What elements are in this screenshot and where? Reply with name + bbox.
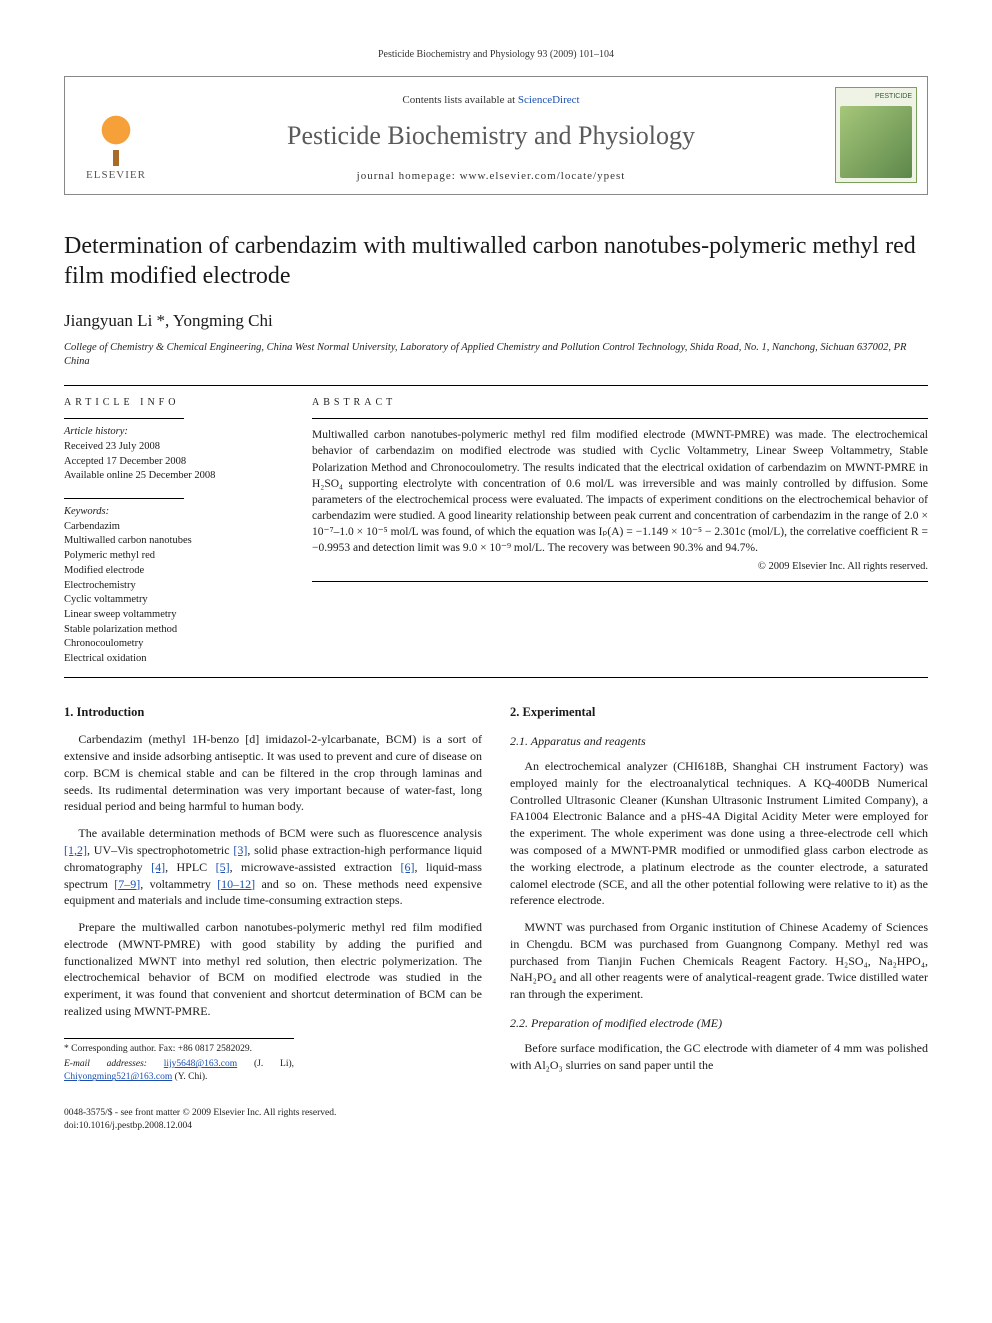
homepage-prefix: journal homepage: bbox=[357, 170, 460, 182]
citation-link[interactable]: [3] bbox=[233, 843, 247, 857]
homepage-url: www.elsevier.com/locate/ypest bbox=[460, 170, 626, 182]
divider bbox=[312, 581, 928, 582]
subsection-heading: 2.2. Preparation of modified electrode (… bbox=[510, 1015, 928, 1032]
paragraph: Carbendazim (methyl 1H-benzo [d] imidazo… bbox=[64, 731, 482, 815]
keyword: Polymeric methyl red bbox=[64, 549, 284, 564]
journal-name: Pesticide Biochemistry and Physiology bbox=[175, 118, 807, 154]
affiliation: College of Chemistry & Chemical Engineer… bbox=[64, 341, 928, 369]
keyword: Stable polarization method bbox=[64, 623, 284, 638]
footer: 0048-3575/$ - see front matter © 2009 El… bbox=[64, 1107, 928, 1134]
subsection-heading: 2.1. Apparatus and reagents bbox=[510, 733, 928, 750]
abstract-column: ABSTRACT Multiwalled carbon nanotubes-po… bbox=[312, 396, 928, 666]
citation-link[interactable]: [10–12] bbox=[217, 877, 255, 891]
text-run: , microwave-assisted extraction bbox=[230, 860, 401, 874]
abstract-text: Multiwalled carbon nanotubes-polymeric m… bbox=[312, 427, 928, 556]
running-head: Pesticide Biochemistry and Physiology 93… bbox=[64, 48, 928, 62]
cover-label: PESTICIDE bbox=[836, 88, 916, 102]
keyword: Modified electrode bbox=[64, 564, 284, 579]
email-link[interactable]: Chiyongming521@163.com bbox=[64, 1072, 172, 1082]
section-heading: 1. Introduction bbox=[64, 704, 482, 722]
corresponding-author-note: * Corresponding author. Fax: +86 0817 25… bbox=[64, 1043, 294, 1056]
divider bbox=[64, 385, 928, 386]
doi-line: doi:10.1016/j.pestbp.2008.12.004 bbox=[64, 1120, 928, 1133]
author-list: Jiangyuan Li *, Yongming Chi bbox=[64, 311, 273, 330]
citation-link[interactable]: [7–9] bbox=[114, 877, 140, 891]
emails-label: E-mail addresses: bbox=[64, 1059, 164, 1069]
keywords-list: Carbendazim Multiwalled carbon nanotubes… bbox=[64, 520, 284, 667]
homepage-line: journal homepage: www.elsevier.com/locat… bbox=[175, 169, 807, 184]
paragraph: Prepare the multiwalled carbon nanotubes… bbox=[64, 919, 482, 1020]
text-run: (Y. Chi). bbox=[172, 1072, 207, 1082]
contents-line: Contents lists available at ScienceDirec… bbox=[175, 93, 807, 108]
keyword: Linear sweep voltammetry bbox=[64, 608, 284, 623]
citation-link[interactable]: [4] bbox=[151, 860, 165, 874]
article-title: Determination of carbendazim with multiw… bbox=[64, 231, 928, 291]
abstract-label: ABSTRACT bbox=[312, 396, 928, 410]
journal-masthead: ELSEVIER PESTICIDE Contents lists availa… bbox=[64, 76, 928, 195]
keyword: Carbendazim bbox=[64, 520, 284, 535]
sciencedirect-link[interactable]: ScienceDirect bbox=[518, 94, 580, 106]
text-run: , voltammetry bbox=[140, 877, 217, 891]
paragraph: Before surface modification, the GC elec… bbox=[510, 1040, 928, 1074]
email-addresses: E-mail addresses: lijy5648@163.com (J. L… bbox=[64, 1058, 294, 1085]
citation-link[interactable]: [6] bbox=[401, 860, 415, 874]
text-run: The available determination methods of B… bbox=[78, 826, 482, 840]
section-heading: 2. Experimental bbox=[510, 704, 928, 722]
history-head: Article history: bbox=[64, 426, 128, 437]
text-run: (J. Li), bbox=[237, 1059, 294, 1069]
mini-divider bbox=[64, 418, 184, 419]
article-info-label: ARTICLE INFO bbox=[64, 396, 284, 410]
paragraph: MWNT was purchased from Organic institut… bbox=[510, 919, 928, 1003]
authors: Jiangyuan Li *, Yongming Chi bbox=[64, 309, 928, 333]
front-matter-line: 0048-3575/$ - see front matter © 2009 El… bbox=[64, 1107, 928, 1120]
email-link[interactable]: lijy5648@163.com bbox=[164, 1059, 237, 1069]
text-run: , HPLC bbox=[165, 860, 216, 874]
text-run: , UV–Vis spectrophotometric bbox=[87, 843, 233, 857]
mini-divider bbox=[64, 498, 184, 499]
elsevier-logo: ELSEVIER bbox=[75, 87, 157, 183]
journal-cover-thumbnail: PESTICIDE bbox=[835, 87, 917, 183]
keyword: Multiwalled carbon nanotubes bbox=[64, 534, 284, 549]
paragraph: An electrochemical analyzer (CHI618B, Sh… bbox=[510, 758, 928, 909]
footnotes: * Corresponding author. Fax: +86 0817 25… bbox=[64, 1038, 294, 1085]
keywords-head: Keywords: bbox=[64, 506, 109, 517]
publisher-name: ELSEVIER bbox=[86, 168, 146, 183]
copyright-line: © 2009 Elsevier Inc. All rights reserved… bbox=[312, 560, 928, 575]
divider bbox=[64, 677, 928, 678]
citation-link[interactable]: [1,2] bbox=[64, 843, 87, 857]
history-online: Available online 25 December 2008 bbox=[64, 469, 284, 484]
keyword: Cyclic voltammetry bbox=[64, 593, 284, 608]
keyword: Chronocoulometry bbox=[64, 637, 284, 652]
contents-prefix: Contents lists available at bbox=[402, 94, 517, 106]
history-accepted: Accepted 17 December 2008 bbox=[64, 455, 284, 470]
divider bbox=[312, 418, 928, 419]
article-info-column: ARTICLE INFO Article history: Received 2… bbox=[64, 396, 284, 666]
keyword: Electrical oxidation bbox=[64, 652, 284, 667]
keyword: Electrochemistry bbox=[64, 579, 284, 594]
history-received: Received 23 July 2008 bbox=[64, 440, 284, 455]
cover-image-icon bbox=[840, 106, 912, 178]
article-body: 1. Introduction Carbendazim (methyl 1H-b… bbox=[64, 704, 928, 1087]
paragraph: The available determination methods of B… bbox=[64, 825, 482, 909]
citation-link[interactable]: [5] bbox=[216, 860, 230, 874]
elsevier-tree-icon bbox=[86, 106, 146, 166]
